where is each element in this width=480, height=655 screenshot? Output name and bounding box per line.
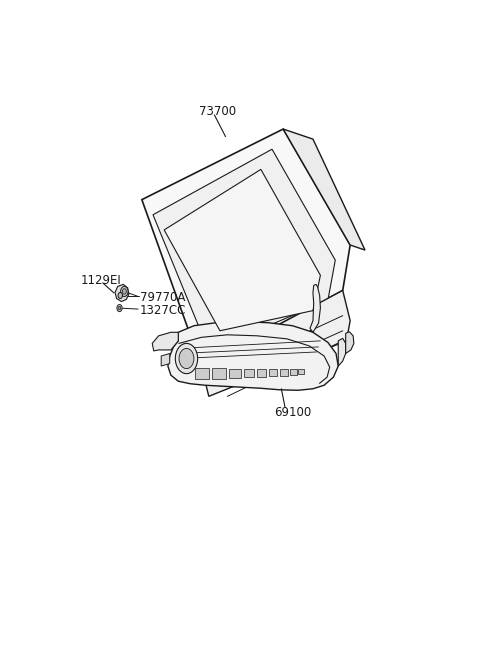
Polygon shape — [153, 149, 335, 351]
Polygon shape — [142, 129, 350, 366]
Text: 79770A: 79770A — [140, 291, 185, 305]
Text: 73700: 73700 — [200, 105, 237, 118]
Bar — [244, 369, 254, 377]
Bar — [229, 369, 241, 378]
Polygon shape — [152, 332, 178, 351]
Circle shape — [120, 286, 128, 297]
Circle shape — [118, 292, 122, 299]
Circle shape — [179, 348, 194, 369]
Polygon shape — [338, 339, 346, 366]
Text: 1327CC: 1327CC — [140, 304, 186, 317]
Bar — [269, 369, 277, 376]
Polygon shape — [346, 332, 354, 354]
Text: 1129EI: 1129EI — [81, 274, 121, 287]
Polygon shape — [283, 129, 365, 250]
Bar — [298, 369, 304, 374]
Polygon shape — [202, 290, 350, 396]
Circle shape — [117, 305, 122, 312]
Bar — [290, 369, 297, 375]
Bar — [195, 367, 209, 379]
Circle shape — [175, 343, 198, 373]
Polygon shape — [115, 284, 129, 301]
Polygon shape — [164, 170, 321, 331]
Bar — [212, 367, 226, 379]
Polygon shape — [310, 284, 321, 332]
Circle shape — [122, 289, 126, 294]
Bar — [257, 369, 266, 377]
Bar — [280, 369, 288, 376]
Circle shape — [118, 307, 121, 310]
Text: 69100: 69100 — [274, 406, 311, 419]
Polygon shape — [161, 354, 170, 366]
Polygon shape — [168, 322, 338, 390]
